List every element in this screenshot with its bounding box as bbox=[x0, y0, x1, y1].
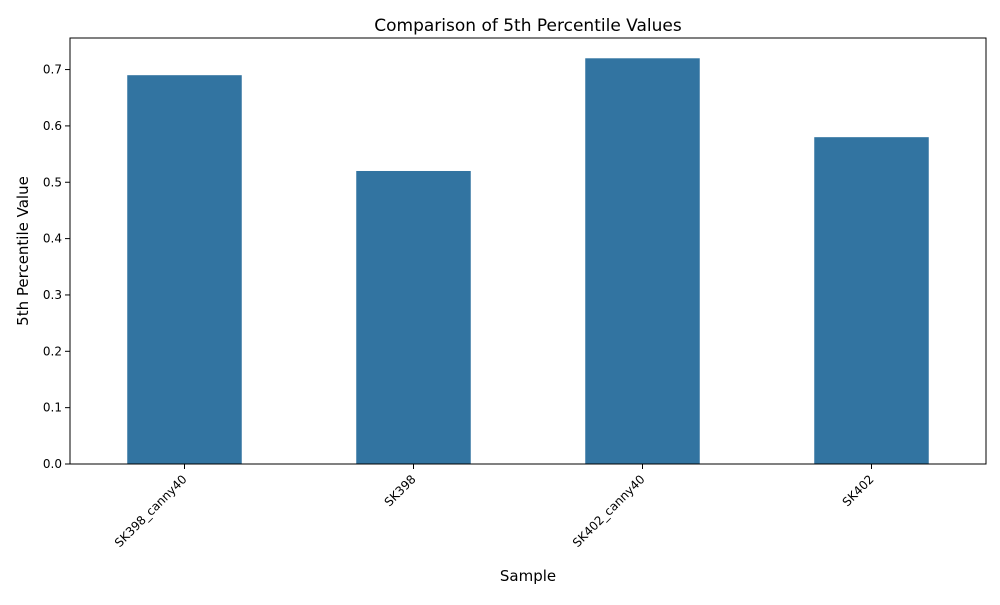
y-tick-label: 0.2 bbox=[43, 344, 62, 358]
bar-2 bbox=[585, 58, 700, 465]
y-tick-label: 0.3 bbox=[43, 288, 62, 302]
x-tick-label: SK402 bbox=[840, 472, 877, 509]
chart-title: Comparison of 5th Percentile Values bbox=[374, 16, 682, 36]
y-axis-label: 5th Percentile Value bbox=[14, 176, 32, 326]
bar-1 bbox=[356, 170, 471, 464]
x-axis-label: Sample bbox=[500, 567, 556, 585]
x-tick-label: SK402_canny40 bbox=[570, 472, 648, 550]
y-tick-label: 0.1 bbox=[43, 401, 62, 415]
y-tick-label: 0.5 bbox=[43, 175, 62, 189]
y-tick-label: 0.0 bbox=[43, 457, 62, 471]
plot-frame bbox=[69, 37, 987, 465]
bars-group bbox=[127, 58, 929, 465]
x-tick-label: SK398_canny40 bbox=[112, 472, 190, 550]
bar-3 bbox=[814, 137, 929, 464]
x-tick-label: SK398 bbox=[382, 472, 419, 509]
y-tick-label: 0.7 bbox=[43, 63, 62, 77]
y-tick-label: 0.6 bbox=[43, 119, 62, 133]
bar-0 bbox=[127, 75, 242, 464]
x-axis: SK398_canny40 SK398 SK402_canny40 SK402 bbox=[112, 464, 877, 550]
y-tick-label: 0.4 bbox=[43, 232, 62, 246]
y-axis: 0.0 0.1 0.2 0.3 0.4 0.5 0.6 0.7 bbox=[43, 63, 70, 471]
